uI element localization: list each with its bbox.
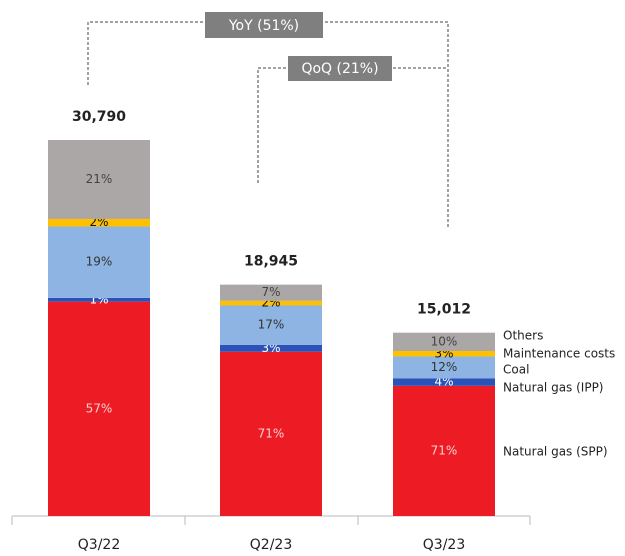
yoy-label: YoY (51%) — [228, 18, 299, 34]
segment-label: 12% — [431, 360, 458, 374]
bar-segment — [393, 332, 495, 352]
yoy-box — [205, 12, 323, 38]
segment-label: 19% — [86, 255, 113, 269]
bar-segment — [393, 378, 495, 386]
x-tick-label: Q3/23 — [423, 537, 465, 553]
segment-label: 10% — [431, 334, 458, 348]
bar-segment — [220, 305, 322, 345]
bar-segment — [48, 140, 150, 219]
legend-label: Coal — [503, 363, 529, 377]
bar-segment — [220, 284, 322, 301]
legend-label: Natural gas (SPP) — [503, 445, 608, 459]
bar-segment — [393, 356, 495, 379]
bar-segment — [393, 385, 495, 516]
x-tick-label: Q3/22 — [78, 537, 120, 553]
legend-label: Others — [503, 329, 543, 343]
segment-label: 71% — [431, 443, 458, 457]
bar-segment — [220, 300, 322, 306]
total-label: 15,012 — [417, 302, 471, 318]
total-label: 30,790 — [72, 109, 126, 125]
segment-label: 7% — [261, 285, 280, 299]
legend-label: Maintenance costs — [503, 347, 615, 361]
bar-segment — [220, 344, 322, 352]
bar-segment — [220, 351, 322, 516]
bar-segment — [48, 218, 150, 227]
total-label: 18,945 — [244, 254, 298, 270]
legend-label: Natural gas (IPP) — [503, 381, 604, 395]
bar-segment — [393, 351, 495, 357]
qoq-box — [288, 56, 392, 81]
segment-label: 21% — [86, 172, 113, 186]
bar-segment — [48, 226, 150, 298]
bar-segment — [48, 301, 150, 516]
qoq-label: QoQ (21%) — [301, 61, 378, 77]
segment-label: 17% — [258, 318, 285, 332]
segment-label: 71% — [258, 426, 285, 440]
qoq-bracket — [257, 67, 448, 183]
bar-segment — [48, 297, 150, 302]
x-tick-label: Q2/23 — [250, 537, 292, 553]
segment-label: 57% — [86, 401, 113, 415]
